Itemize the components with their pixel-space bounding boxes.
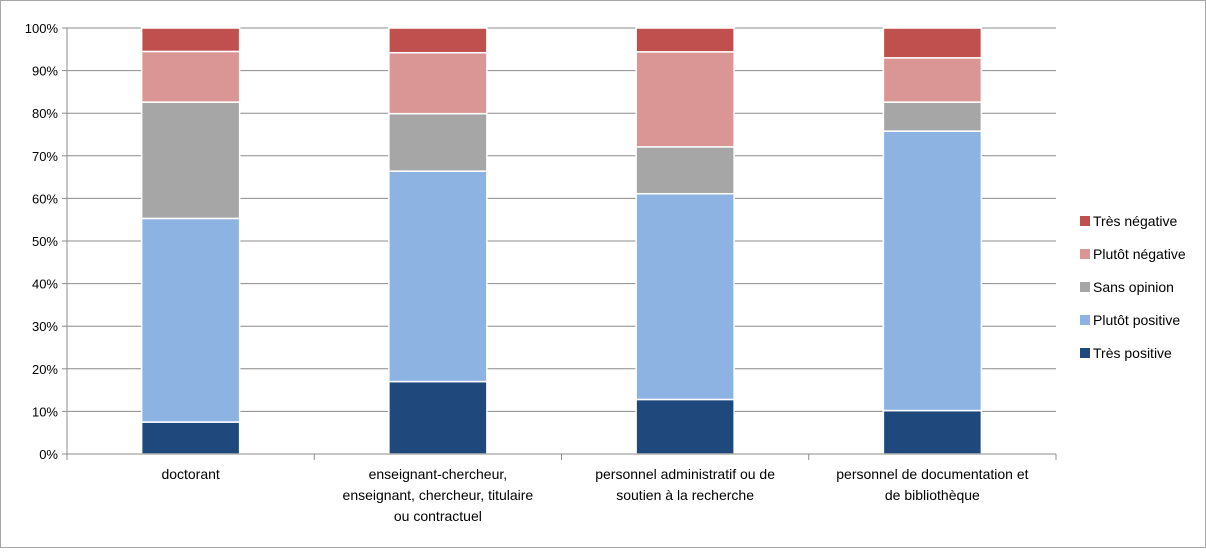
y-tick-labels: 0% 10% 20% 30% 40% 50% 60% 70% 80% 90% 100% (25, 21, 59, 462)
bar-segment (388, 51, 488, 115)
y-tick-label: 60% (32, 191, 58, 206)
y-tick-label: 70% (32, 149, 58, 164)
bar-segment (388, 170, 488, 383)
legend-swatch (1080, 249, 1090, 259)
legend-entry: Très positive (1080, 345, 1172, 361)
legend-swatch (1080, 348, 1090, 358)
bar-segment (635, 51, 735, 148)
legend-swatch (1080, 315, 1090, 325)
y-tick-label: 20% (32, 362, 58, 377)
x-tick-labels: doctorant enseignant-chercheur, enseignant… (161, 466, 1028, 524)
bar-segment (882, 27, 983, 59)
x-tick-label: enseignant-chercheur, enseignant, cherche… (343, 466, 534, 524)
legend-entry: Très négative (1080, 213, 1178, 229)
y-tick-label: 100% (25, 21, 59, 36)
x-tick-label: doctorant (161, 466, 219, 482)
bar-segment (140, 50, 241, 103)
bar-segment (140, 27, 241, 53)
bar-segment (388, 380, 488, 455)
bar-segment (388, 112, 488, 172)
legend-swatch (1080, 282, 1090, 292)
legend-label: Plutôt positive (1093, 312, 1180, 328)
legend-entry: Plutôt positive (1080, 312, 1180, 328)
y-tick-label: 90% (32, 64, 58, 79)
bar-segment (140, 421, 241, 455)
y-tick-label: 10% (32, 404, 58, 419)
y-tick-label: 30% (32, 319, 58, 334)
bar-segment (882, 57, 983, 103)
bar-segment (388, 27, 488, 54)
legend-entry: Plutôt négative (1080, 246, 1186, 262)
legend-label: Plutôt négative (1093, 246, 1186, 262)
legend-label: Très négative (1093, 213, 1178, 229)
legend-entry: Sans opinion (1080, 279, 1174, 295)
bar-segment (635, 27, 735, 53)
bar-segment (635, 146, 735, 195)
legend: Très négative Plutôt négative Sans opinion… (1080, 213, 1186, 361)
x-tick-label: personnel administratif ou de soutien à l… (595, 466, 775, 503)
bar-segment (882, 409, 983, 455)
bar-segment (140, 217, 241, 423)
axes (62, 27, 1057, 460)
y-tick-label: 80% (32, 106, 58, 121)
bar-segment (635, 398, 735, 455)
y-tick-label: 0% (39, 447, 58, 462)
y-tick-label: 40% (32, 277, 58, 292)
bar-segment (635, 192, 735, 401)
legend-label: Très positive (1093, 345, 1172, 361)
bar-segment (140, 101, 241, 220)
y-tick-label: 50% (32, 234, 58, 249)
bar-segment (882, 101, 983, 132)
legend-swatch (1080, 216, 1090, 226)
legend-label: Sans opinion (1093, 279, 1174, 295)
x-tick-label: personnel de documentation et de biblioth… (836, 466, 1028, 503)
bars (140, 27, 983, 455)
bar-segment (882, 130, 983, 412)
